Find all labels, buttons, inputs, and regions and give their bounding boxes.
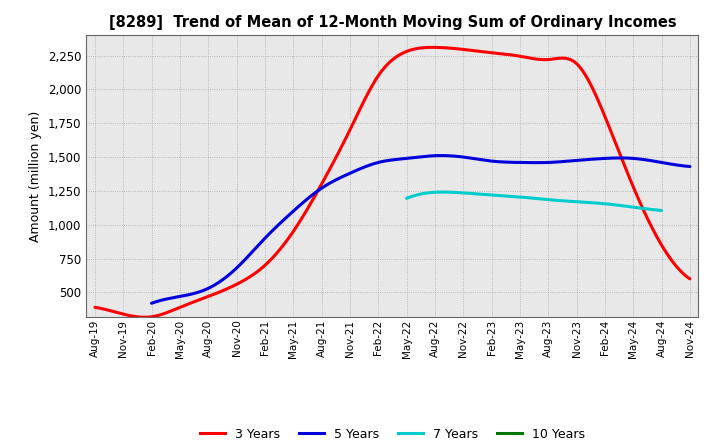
Legend: 3 Years, 5 Years, 7 Years, 10 Years: 3 Years, 5 Years, 7 Years, 10 Years xyxy=(195,423,590,440)
Y-axis label: Amount (million yen): Amount (million yen) xyxy=(30,110,42,242)
Title: [8289]  Trend of Mean of 12-Month Moving Sum of Ordinary Incomes: [8289] Trend of Mean of 12-Month Moving … xyxy=(109,15,676,30)
